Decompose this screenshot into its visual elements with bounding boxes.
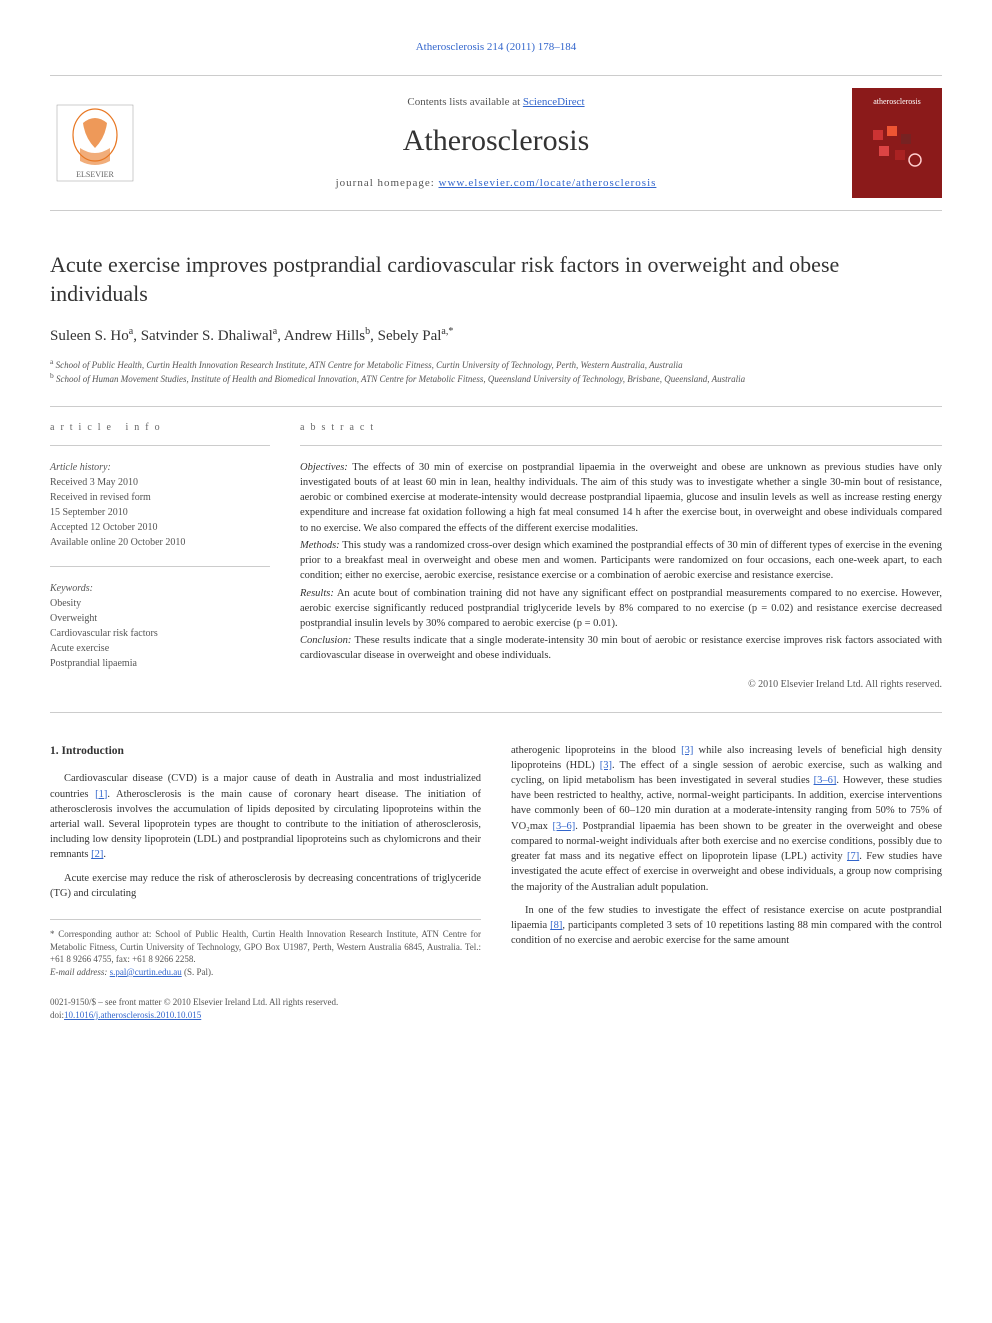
info-abstract-row: article info Article history: Received 3… [50, 421, 942, 692]
results-label: Results: [300, 588, 334, 599]
abstract-copyright: © 2010 Elsevier Ireland Ltd. All rights … [300, 678, 942, 692]
article-info-column: article info Article history: Received 3… [50, 421, 270, 692]
keyword: Postprandial lipaemia [50, 656, 270, 671]
email-suffix: (S. Pal). [182, 967, 214, 977]
objectives-label: Objectives: [300, 462, 348, 473]
ref-link[interactable]: [8] [550, 920, 562, 931]
ref-link[interactable]: [3–6] [814, 775, 837, 786]
journal-name: Atherosclerosis [140, 120, 852, 162]
body-columns: 1. Introduction Cardiovascular disease (… [50, 743, 942, 1022]
ref-link[interactable]: [3–6] [553, 821, 576, 832]
email-link[interactable]: s.pal@curtin.edu.au [110, 967, 182, 977]
sciencedirect-link[interactable]: ScienceDirect [523, 96, 585, 108]
affiliations: a School of Public Health, Curtin Health… [50, 357, 942, 386]
ref-link[interactable]: [7] [847, 851, 859, 862]
conclusion-text: These results indicate that a single mod… [300, 635, 942, 661]
conclusion-label: Conclusion: [300, 635, 351, 646]
online-date: Available online 20 October 2010 [50, 535, 270, 550]
affiliation-a: a School of Public Health, Curtin Health… [50, 357, 942, 372]
masthead-center: Contents lists available at ScienceDirec… [140, 95, 852, 192]
ref-link[interactable]: [2] [91, 849, 103, 860]
affiliation-b: b School of Human Movement Studies, Inst… [50, 371, 942, 386]
objectives-text: The effects of 30 min of exercise on pos… [300, 462, 942, 534]
cover-art-icon [867, 120, 927, 170]
methods-label: Methods: [300, 540, 340, 551]
keyword: Acute exercise [50, 641, 270, 656]
received-date: Received 3 May 2010 [50, 475, 270, 490]
issn-doi-block: 0021-9150/$ – see front matter © 2010 El… [50, 996, 481, 1021]
keyword: Overweight [50, 611, 270, 626]
journal-cover-thumb: atherosclerosis [852, 88, 942, 198]
ref-link[interactable]: [3] [681, 745, 693, 756]
article-title: Acute exercise improves postprandial car… [50, 251, 942, 308]
homepage-line: journal homepage: www.elsevier.com/locat… [140, 176, 852, 191]
homepage-prefix: journal homepage: [336, 177, 439, 189]
intro-p1: Cardiovascular disease (CVD) is a major … [50, 771, 481, 862]
abstract-text: Objectives: The effects of 30 min of exe… [300, 460, 942, 664]
corresponding-text: * Corresponding author at: School of Pub… [50, 928, 481, 966]
elsevier-logo: ELSEVIER [50, 98, 140, 188]
body-column-right: atherogenic lipoproteins in the blood [3… [511, 743, 942, 1022]
cover-title: atherosclerosis [873, 96, 921, 107]
keywords-rule [50, 566, 270, 567]
authors-line: Suleen S. Hoa, Satvinder S. Dhaliwala, A… [50, 325, 942, 347]
body-column-left: 1. Introduction Cardiovascular disease (… [50, 743, 481, 1022]
email-label: E-mail address: [50, 967, 107, 977]
ref-link[interactable]: [1] [95, 789, 107, 800]
masthead: ELSEVIER Contents lists available at Sci… [50, 75, 942, 211]
accepted-date: Accepted 12 October 2010 [50, 520, 270, 535]
keywords-label: Keywords: [50, 581, 270, 596]
info-rule [50, 445, 270, 446]
intro-p2: Acute exercise may reduce the risk of at… [50, 871, 481, 901]
keywords-block: Keywords: Obesity Overweight Cardiovascu… [50, 581, 270, 671]
abstract-column: abstract Objectives: The effects of 30 m… [300, 421, 942, 692]
doi-line: doi:10.1016/j.atherosclerosis.2010.10.01… [50, 1009, 481, 1022]
issn-line: 0021-9150/$ – see front matter © 2010 El… [50, 996, 481, 1009]
history-label: Article history: [50, 460, 270, 475]
section-rule-bottom [50, 712, 942, 713]
contents-prefix: Contents lists available at [407, 96, 522, 108]
abstract-heading: abstract [300, 421, 942, 435]
corresponding-author-footer: * Corresponding author at: School of Pub… [50, 919, 481, 978]
keyword: Obesity [50, 596, 270, 611]
article-info-heading: article info [50, 421, 270, 435]
svg-text:ELSEVIER: ELSEVIER [76, 170, 114, 179]
doi-link[interactable]: 10.1016/j.atherosclerosis.2010.10.015 [64, 1010, 201, 1020]
ref-link[interactable]: [3] [600, 760, 612, 771]
contents-line: Contents lists available at ScienceDirec… [140, 95, 852, 110]
email-line: E-mail address: s.pal@curtin.edu.au (S. … [50, 966, 481, 979]
article-history: Article history: Received 3 May 2010 Rec… [50, 460, 270, 550]
methods-text: This study was a randomized cross-over d… [300, 540, 942, 581]
header-citation: Atherosclerosis 214 (2011) 178–184 [50, 40, 942, 55]
revised-label: Received in revised form [50, 490, 270, 505]
homepage-link[interactable]: www.elsevier.com/locate/atherosclerosis [439, 177, 657, 189]
intro-heading: 1. Introduction [50, 743, 481, 760]
section-rule-top [50, 406, 942, 407]
intro-p3: In one of the few studies to investigate… [511, 903, 942, 949]
results-text: An acute bout of combination training di… [300, 588, 942, 629]
keyword: Cardiovascular risk factors [50, 626, 270, 641]
abstract-rule [300, 445, 942, 446]
intro-p1-cont: atherogenic lipoproteins in the blood [3… [511, 743, 942, 895]
revised-date: 15 September 2010 [50, 505, 270, 520]
